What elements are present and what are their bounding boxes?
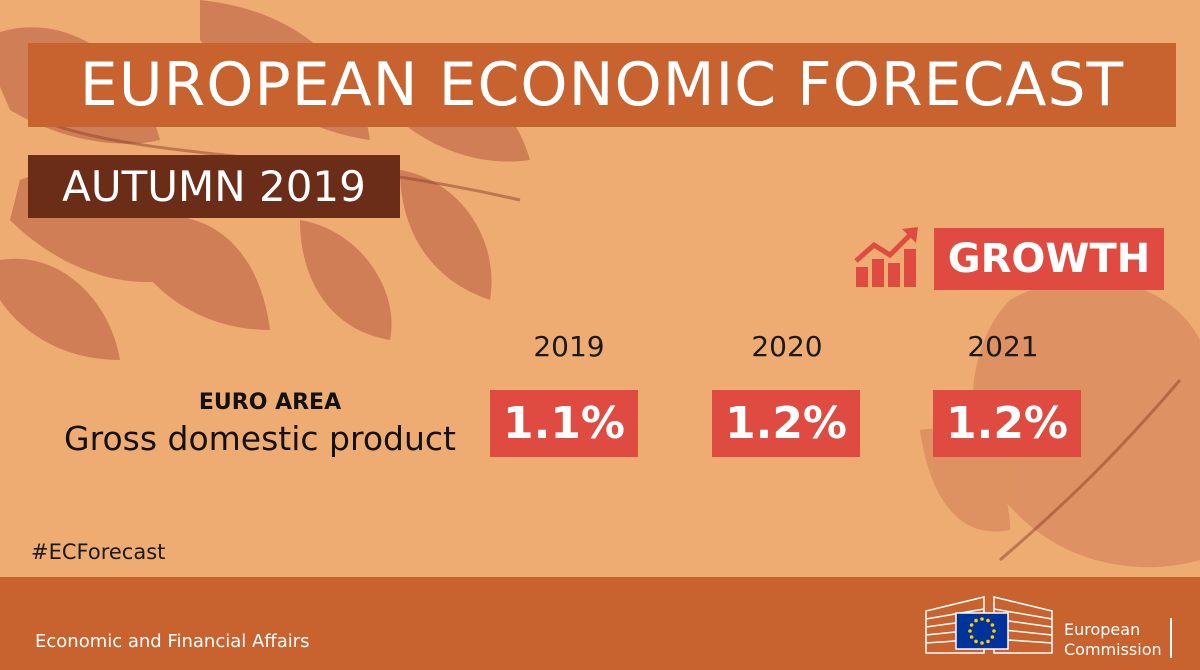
berlaymont-building-icon: [925, 596, 1053, 654]
logo-line-1: European: [1064, 620, 1141, 639]
page-subtitle: AUTUMN 2019: [28, 155, 400, 218]
european-commission-logo-text: European Commission: [1064, 620, 1162, 660]
section-label-growth: GROWTH: [934, 228, 1164, 290]
row-region-label: EURO AREA: [198, 390, 342, 415]
growth-chart-icon: [854, 227, 918, 287]
eu-flag-icon: [955, 612, 1009, 650]
logo-divider: [1170, 618, 1172, 658]
year-header-2021: 2021: [967, 330, 1039, 363]
value-2019: 1.1%: [490, 390, 638, 457]
row-indicator-label: Gross domestic product: [64, 419, 456, 458]
logo-line-2: Commission: [1064, 640, 1162, 659]
year-header-2020: 2020: [751, 330, 823, 363]
year-header-2019: 2019: [533, 330, 605, 363]
page-title: EUROPEAN ECONOMIC FORECAST: [28, 43, 1176, 127]
value-2020: 1.2%: [712, 390, 860, 457]
hashtag: #ECForecast: [31, 540, 166, 564]
value-2021: 1.2%: [933, 390, 1081, 457]
footer-department: Economic and Financial Affairs: [35, 631, 310, 652]
